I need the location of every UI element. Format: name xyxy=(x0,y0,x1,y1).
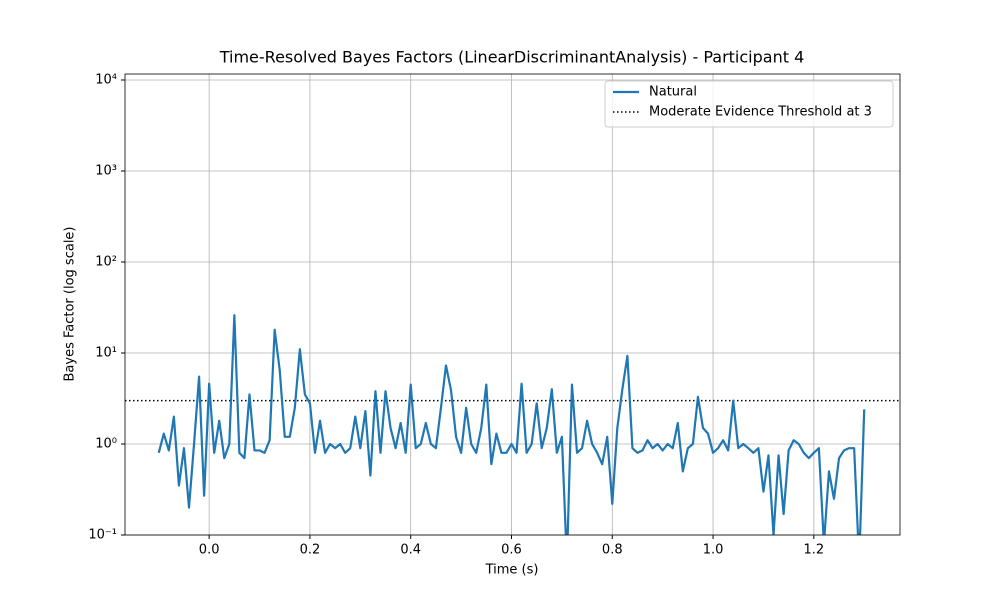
y-tick-label: 10² xyxy=(95,255,117,270)
y-tick-label: 10¹ xyxy=(95,346,117,361)
x-tick-label: 0.6 xyxy=(501,543,522,558)
y-tick-label: 10³ xyxy=(95,164,117,179)
x-tick-label: 1.2 xyxy=(803,543,824,558)
chart-title: Time-Resolved Bayes Factors (LinearDiscr… xyxy=(219,48,805,67)
data-line xyxy=(157,314,866,535)
x-tick-label: 0.0 xyxy=(199,543,220,558)
y-tick-label: 10⁰ xyxy=(95,437,117,452)
legend-label: Moderate Evidence Threshold at 3 xyxy=(649,105,872,120)
x-tick-label: 1.0 xyxy=(703,543,724,558)
x-tick-label: 0.8 xyxy=(602,543,623,558)
x-tick-label: 0.2 xyxy=(300,543,321,558)
legend-label: Natural xyxy=(649,85,697,100)
axes-frame xyxy=(124,73,901,536)
x-axis-label: Time (s) xyxy=(485,563,539,578)
x-tick-label: 0.4 xyxy=(400,543,421,558)
y-axis-label: Bayes Factor (log scale) xyxy=(63,227,78,382)
y-tick-label: 10⁻¹ xyxy=(88,528,117,543)
plot-area xyxy=(125,314,900,535)
y-tick-label: 10⁴ xyxy=(95,73,117,88)
legend-box xyxy=(604,80,894,128)
